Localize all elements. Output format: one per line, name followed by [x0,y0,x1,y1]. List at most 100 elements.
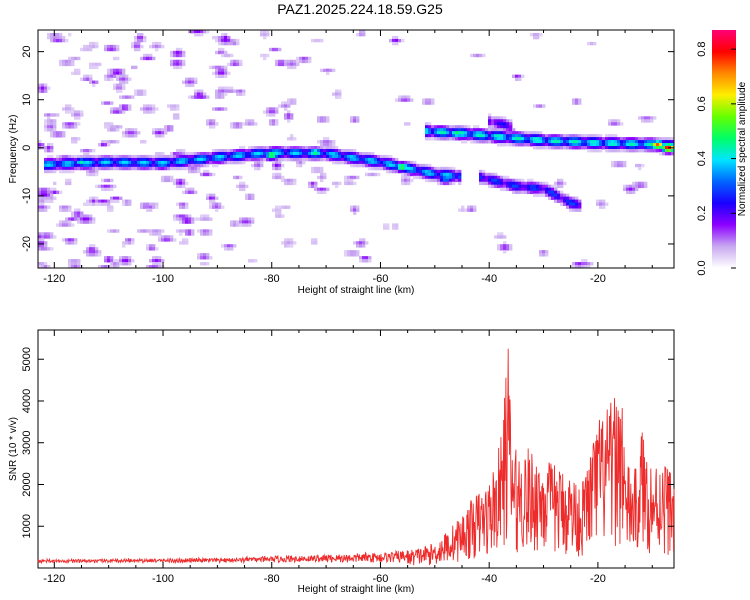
spectrogram-cell [308,157,312,162]
spectrogram-cell [407,169,411,174]
spectrogram-cell [287,137,291,141]
spectrogram-cell [272,107,276,111]
spectrogram-cell [83,77,87,81]
spectrogram-cell [182,241,186,245]
spectrogram-cell [608,119,612,123]
spectrogram-cell [251,157,255,162]
spectrogram-cell [458,178,462,183]
spectrogram-cell [230,247,234,251]
spectrogram-cell [278,149,282,153]
spectrogram-cell [269,149,273,153]
spectrogram-cell [554,143,558,147]
spectrogram-cell [170,154,174,159]
spectrogram-cell [62,134,66,138]
spectrogram-cell [401,95,405,99]
spectrogram-cell [479,178,483,183]
spectrogram-cell [176,157,180,162]
spectrogram-cell [290,137,294,141]
spectrogram-cell [89,149,93,153]
spectrogram-cell [110,154,114,159]
spectrogram-cell [71,217,75,221]
spectrogram-cell [194,154,198,159]
spectrogram-cell [533,137,537,141]
spectrogram-cell [107,74,111,79]
spectrogram-cell [179,65,183,70]
spectrogram-cell [398,38,402,43]
spectrogram-cell [77,68,81,73]
spectrogram-cell [68,163,72,168]
spectrogram-cell [287,59,291,64]
spectrogram-cell [104,184,108,189]
spectrogram-cell [158,160,162,165]
spectrogram-cell [590,262,594,266]
spectrogram-cell [635,137,639,141]
spectrogram-cell [527,143,531,147]
spectrogram-cell [440,175,444,180]
spectrogram-cell [179,217,183,221]
spectrogram-cell [194,151,198,156]
spectrogram-cell [335,184,339,189]
spectrogram-cell [245,196,249,200]
spectrogram-cell [278,175,282,180]
spectrogram-cell [518,178,522,183]
spectrogram-cell [368,259,372,263]
spectrogram-cell [143,154,147,159]
spectrogram-cell [137,89,141,93]
spectrogram-cell [512,190,516,195]
spectrogram-cell [530,131,534,135]
spectrogram-cell [197,256,201,260]
spectrogram-cell [101,166,105,171]
spectrogram-cell [554,181,558,186]
spectrogram-cell [53,128,57,132]
spectrogram-cell [506,175,510,180]
spectrogram-cell [206,232,210,236]
spectrogram-cell [116,74,120,79]
spectrogram-cell [80,220,84,224]
spectrogram-cell [170,166,174,171]
spectrogram-cell [314,38,318,43]
spectrogram-cell [509,187,513,192]
spectrogram-cell [203,95,207,99]
spectrogram-cell [569,143,573,147]
spectrogram-cell [491,122,495,126]
spectrogram-cell [245,122,249,126]
spectrogram-cell [197,32,201,37]
spectrogram-cell [62,157,66,162]
spectrogram-cell [143,107,147,111]
spectrogram-cell [65,169,69,174]
spectrogram-cell [188,83,192,87]
spectrogram-cell [107,199,111,203]
spectrogram-cell [101,199,105,203]
spectrogram-cell [185,77,189,81]
spectrogram-cell [134,38,138,43]
spectrogram-cell [431,125,435,129]
spectrogram-cell [659,146,663,150]
spectrogram-cell [275,47,279,52]
spectrogram-cell [206,214,210,218]
spectrogram-cell [446,178,450,183]
spectrogram-cell [539,143,543,147]
spectrogram-cell [317,187,321,192]
spectrogram-cell [146,163,150,168]
spectrogram-cell [68,217,72,221]
spectrogram-cell [236,92,240,96]
spectrogram-cell [50,146,54,150]
spectrogram-cell [152,56,156,61]
spectrogram-cell [272,122,276,126]
spectrogram-cell [62,125,66,129]
spectrogram-cell [308,151,312,156]
spectrogram-cell [494,235,498,239]
spectrogram-cell [575,208,579,212]
spectrogram-cell [350,154,354,159]
spectrogram-cell [125,80,129,84]
spectrogram-cell [272,146,276,150]
spectrogram-cell [68,241,72,245]
spectrogram-cell [326,149,330,153]
spectrogram-cell [290,98,294,102]
spectrogram-cell [653,116,657,120]
spectrogram-cell [410,172,414,177]
spectrogram-cell [107,229,111,233]
spectrogram-cell [44,199,48,203]
spectrogram-cell [371,154,375,159]
spectrogram-cell [56,223,60,227]
